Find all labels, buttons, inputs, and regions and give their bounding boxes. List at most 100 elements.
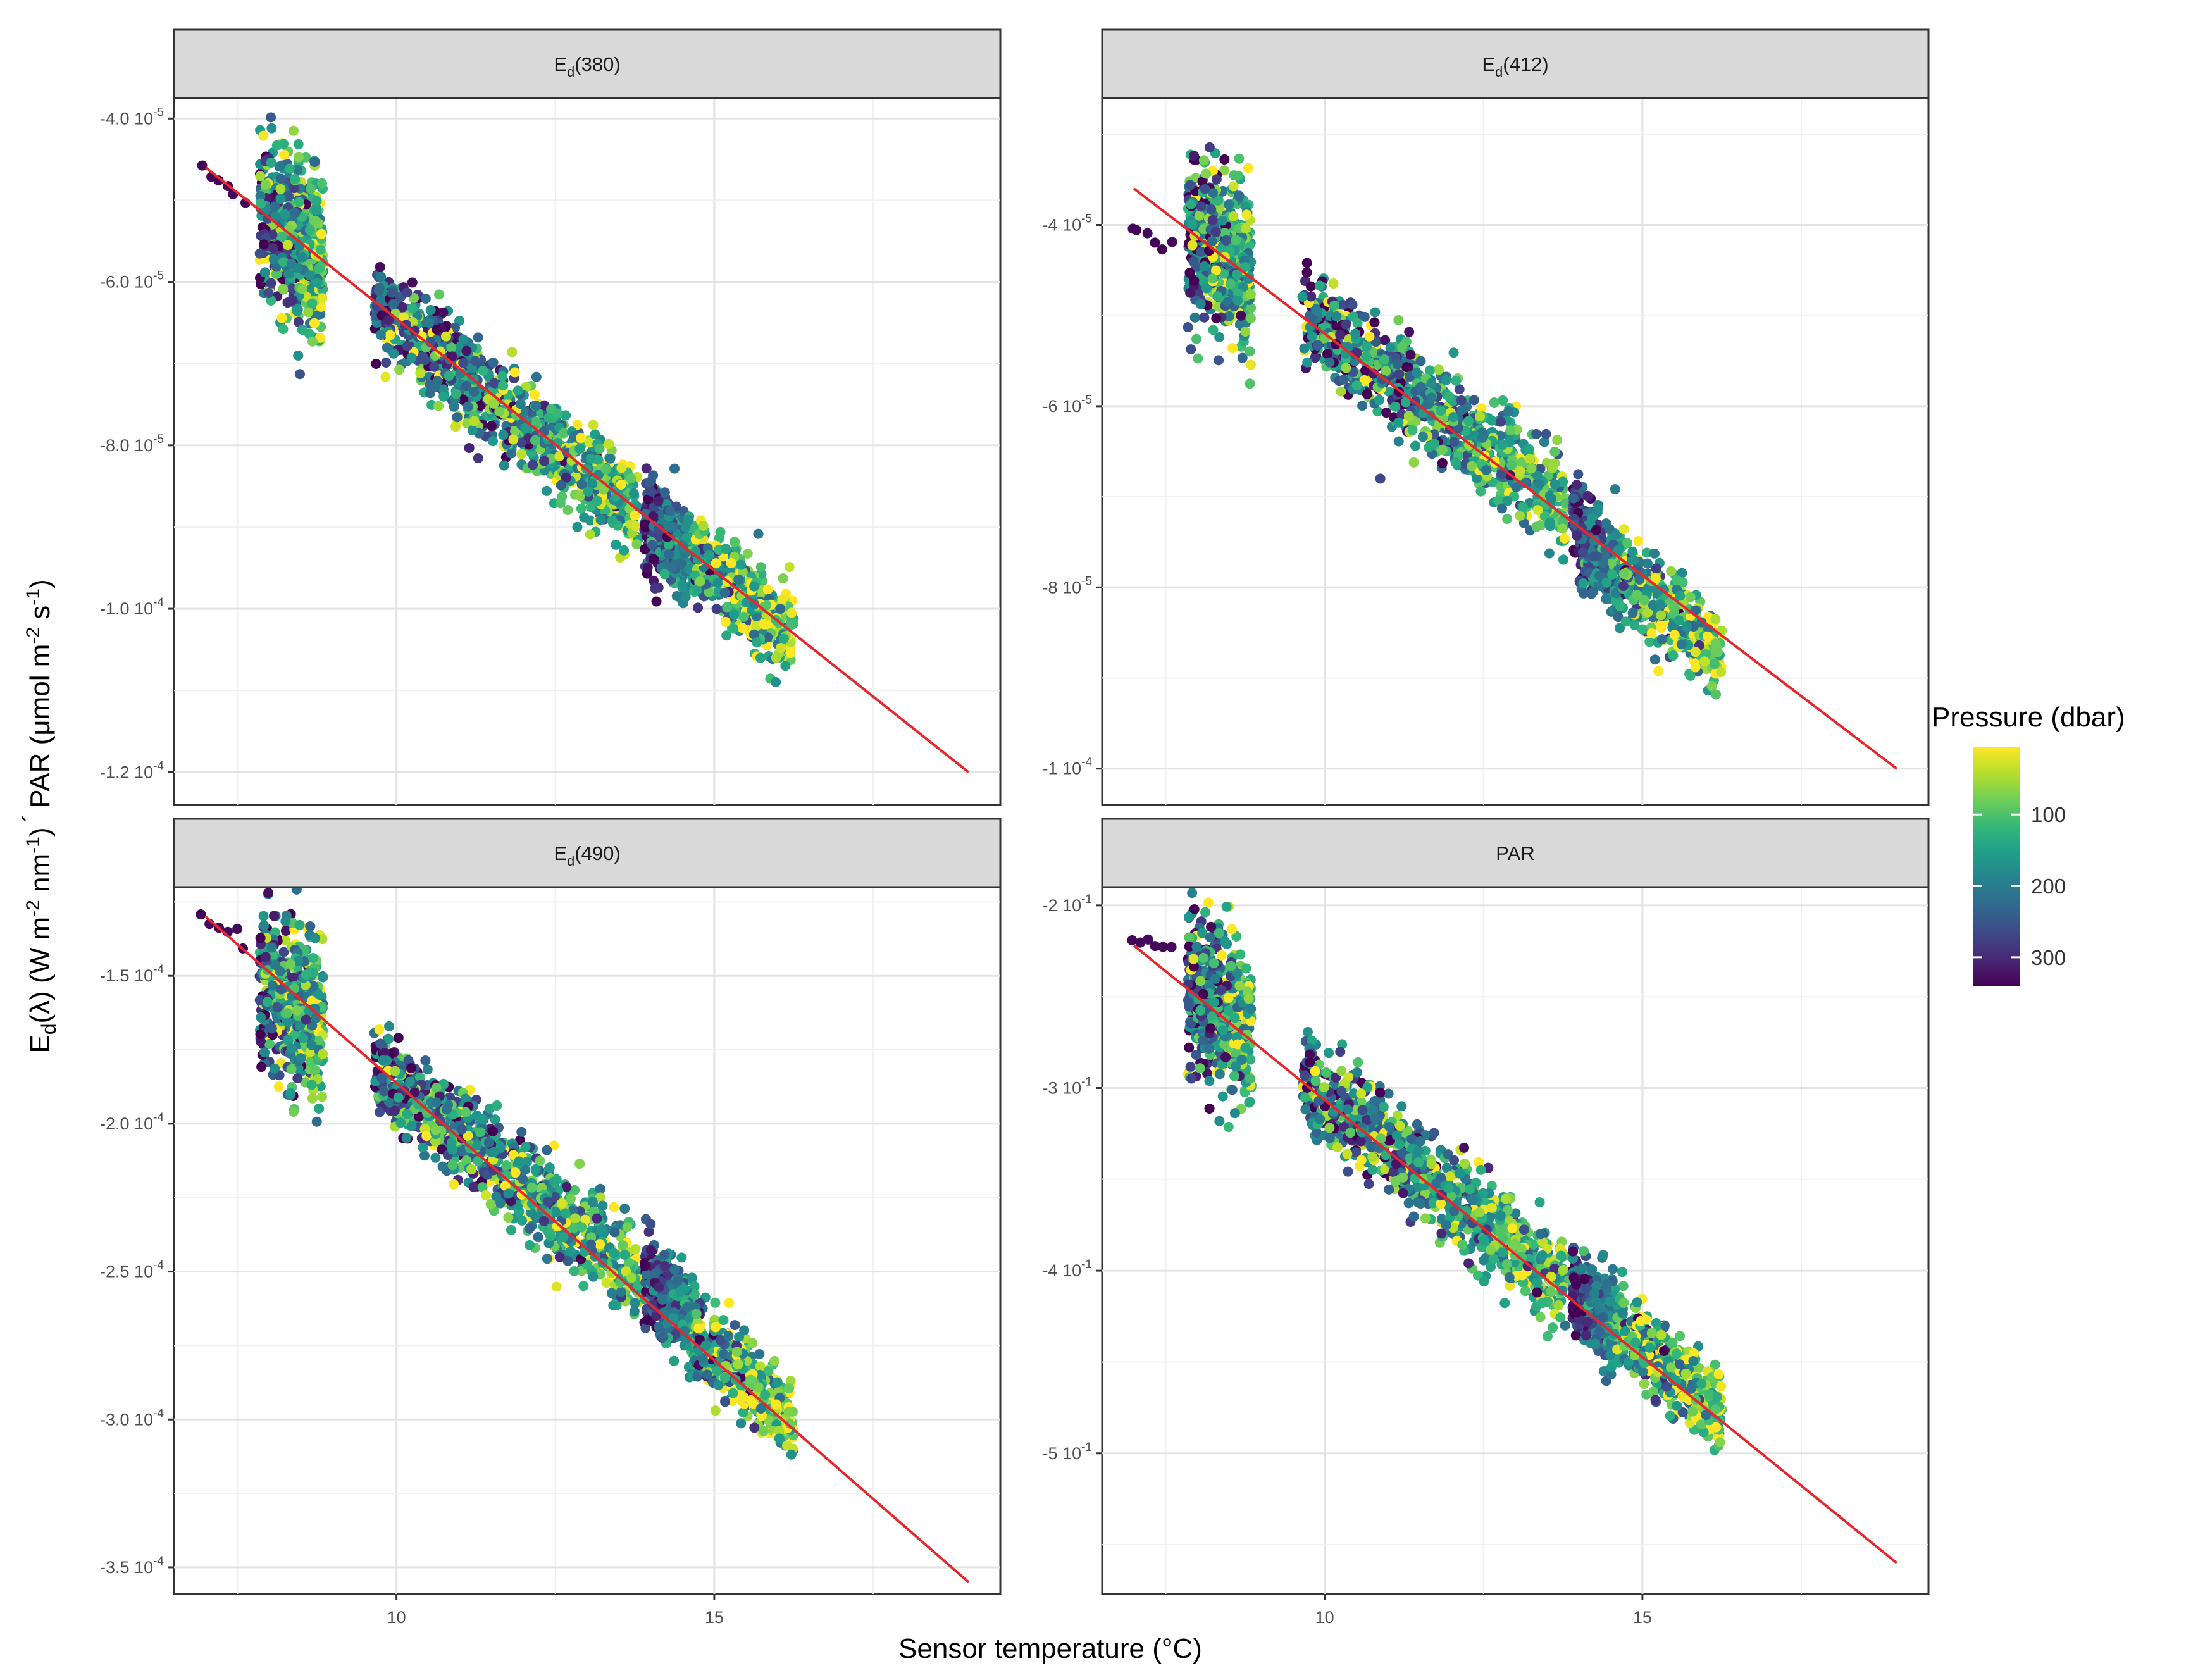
- data-point: [671, 591, 682, 602]
- data-point: [416, 331, 427, 342]
- data-point: [1559, 533, 1570, 544]
- data-point: [1227, 343, 1238, 354]
- data-point: [1498, 395, 1508, 406]
- data-point: [692, 585, 702, 595]
- data-point: [1390, 401, 1401, 412]
- data-point: [1524, 454, 1535, 464]
- data-point: [309, 318, 320, 328]
- data-point: [316, 228, 326, 239]
- data-point: [1385, 342, 1396, 353]
- data-point: [232, 923, 243, 934]
- data-point: [275, 194, 286, 204]
- data-point: [1185, 287, 1196, 298]
- data-point: [290, 173, 301, 184]
- points-layer: [196, 887, 798, 1460]
- data-point: [1361, 351, 1372, 362]
- data-point: [1450, 457, 1461, 468]
- data-point: [1444, 391, 1455, 402]
- data-point: [1218, 268, 1229, 279]
- data-point: [254, 248, 265, 259]
- data-point: [1393, 417, 1404, 428]
- data-point: [748, 581, 759, 592]
- data-point: [1549, 446, 1560, 457]
- data-point: [1375, 473, 1386, 484]
- data-point: [711, 558, 721, 569]
- data-point: [1237, 352, 1248, 363]
- data-point: [778, 573, 788, 584]
- data-point: [1306, 291, 1317, 302]
- data-point: [1207, 273, 1218, 284]
- data-point: [1558, 476, 1568, 487]
- data-point: [630, 521, 641, 532]
- data-point: [1681, 621, 1692, 632]
- data-point: [307, 336, 318, 347]
- data-point: [1476, 403, 1487, 414]
- data-point: [373, 285, 384, 296]
- data-point: [314, 332, 325, 343]
- data-point: [1299, 343, 1310, 354]
- data-point: [295, 1021, 306, 1031]
- data-point: [258, 911, 269, 921]
- data-point: [292, 306, 302, 316]
- data-point: [1716, 667, 1727, 678]
- data-point: [1220, 235, 1231, 246]
- data-point: [1191, 333, 1201, 344]
- data-point: [270, 211, 281, 221]
- data-point: [1639, 595, 1649, 606]
- data-point: [1632, 590, 1642, 600]
- data-point: [266, 1023, 277, 1034]
- data-point: [1627, 607, 1638, 618]
- data-point: [506, 448, 516, 459]
- data-point: [778, 633, 789, 644]
- data-point: [430, 382, 440, 392]
- data-point: [294, 369, 305, 380]
- data-point: [1611, 529, 1622, 540]
- data-point: [1424, 365, 1435, 376]
- data-point: [1397, 342, 1408, 352]
- data-point: [1534, 478, 1544, 489]
- data-point: [271, 269, 282, 280]
- data-point: [1481, 464, 1491, 475]
- data-point: [1232, 269, 1243, 280]
- data-point: [1207, 236, 1217, 247]
- data-point: [409, 325, 420, 336]
- data-point: [1307, 331, 1317, 342]
- data-point: [307, 298, 318, 309]
- data-point: [446, 342, 457, 353]
- data-point: [316, 301, 326, 312]
- data-point: [1649, 654, 1660, 665]
- data-point: [450, 389, 461, 399]
- data-point: [1685, 670, 1696, 681]
- data-point: [292, 1073, 303, 1084]
- data-point: [286, 258, 297, 269]
- data-point: [473, 453, 483, 464]
- data-point: [585, 529, 595, 540]
- data-point: [255, 190, 266, 201]
- data-point: [1393, 314, 1404, 325]
- y-tick-label: -4 10-5: [1043, 212, 1092, 234]
- data-point: [1357, 401, 1368, 411]
- data-point: [309, 157, 320, 168]
- data-point: [303, 307, 314, 318]
- data-point: [1690, 647, 1701, 657]
- data-point: [301, 152, 311, 163]
- data-point: [1572, 530, 1582, 541]
- data-point: [698, 520, 709, 531]
- data-point: [780, 661, 791, 671]
- data-point: [1498, 440, 1508, 451]
- data-point: [276, 232, 287, 242]
- data-point: [467, 425, 478, 436]
- data-point: [1362, 342, 1372, 352]
- data-point: [647, 540, 657, 551]
- data-point: [315, 244, 326, 255]
- data-point: [574, 490, 585, 501]
- data-point: [1241, 209, 1252, 220]
- data-point: [461, 345, 472, 356]
- data-point: [1415, 382, 1426, 392]
- data-point: [643, 494, 654, 505]
- data-point: [721, 544, 731, 554]
- data-point: [1589, 551, 1599, 562]
- data-point: [1198, 224, 1209, 235]
- data-point: [289, 1106, 299, 1117]
- data-point: [1448, 412, 1459, 423]
